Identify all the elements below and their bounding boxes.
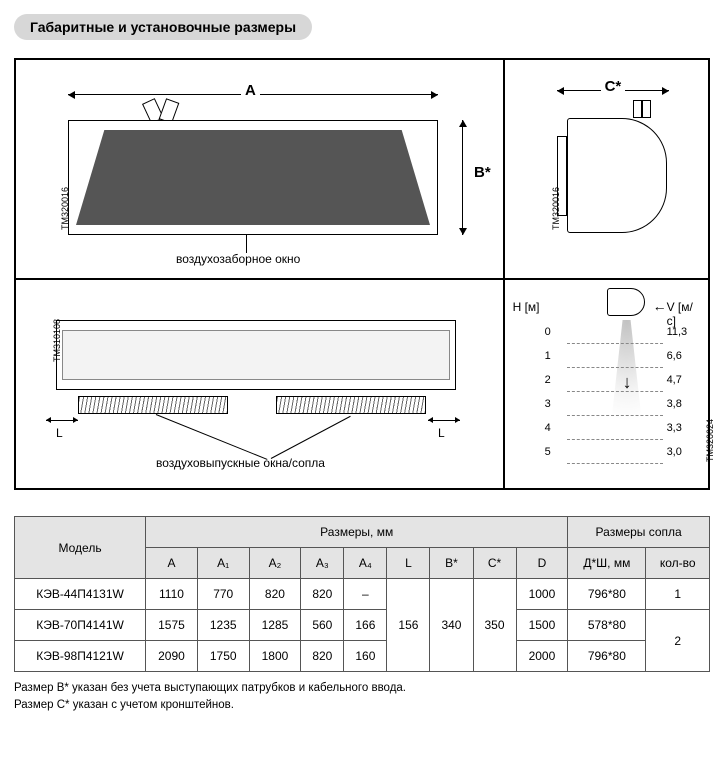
pipe-fittings-icon	[146, 100, 180, 120]
cell: 820	[301, 641, 344, 672]
cell: 2	[646, 610, 710, 672]
cell: 350	[473, 579, 516, 672]
cell: 770	[197, 579, 249, 610]
scale-tick: 3,8	[667, 392, 697, 416]
cell: 2000	[516, 641, 568, 672]
col-L: L	[387, 548, 430, 579]
scale-tick: 4,7	[667, 368, 697, 392]
dimension-A-label: A	[241, 82, 260, 99]
col-A3: A₃	[301, 548, 344, 579]
cell: –	[344, 579, 387, 610]
cell-model: КЭВ-44П4131W	[15, 579, 146, 610]
cell: 1110	[146, 579, 198, 610]
intake-grill	[76, 130, 430, 225]
cell: 1000	[516, 579, 568, 610]
dimension-C-label: C*	[601, 78, 626, 95]
cell: 160	[344, 641, 387, 672]
side-pipes-icon	[633, 100, 659, 118]
col-A1: A₁	[197, 548, 249, 579]
col-group-nozzle: Размеры сопла	[568, 517, 710, 548]
scale-tick: 4	[545, 416, 563, 440]
scale-tick: 5	[545, 440, 563, 464]
cell-model: КЭВ-98П4121W	[15, 641, 146, 672]
footnotes: Размер B* указан без учета выступающих п…	[14, 680, 710, 715]
scale-tick: 3,0	[667, 440, 697, 464]
cell: 1800	[249, 641, 301, 672]
col-model: Модель	[15, 517, 146, 579]
V-scale: 11,3 6,6 4,7 3,8 3,3 3,0	[667, 320, 697, 464]
dimensions-table: Модель Размеры, мм Размеры сопла A A₁ A₂…	[14, 516, 710, 672]
side-housing	[567, 118, 667, 233]
dimension-B-label: B*	[470, 164, 495, 181]
drawing-code: ТМ310108	[52, 319, 62, 362]
drawing-code: ТМ320024	[705, 419, 715, 462]
col-A2: A₂	[249, 548, 301, 579]
col-group-sizes: Размеры, мм	[146, 517, 568, 548]
scale-tick: 1	[545, 344, 563, 368]
section-title: Габаритные и установочные размеры	[14, 14, 312, 40]
dimension-L-right-label: L	[438, 426, 445, 440]
unit-outline-bottom	[56, 320, 456, 390]
nozzle-unit-icon	[607, 288, 645, 316]
outlet-vent	[78, 396, 228, 414]
col-A: A	[146, 548, 198, 579]
H-scale: 0 1 2 3 4 5	[545, 320, 563, 464]
leader-line	[156, 414, 268, 460]
outlet-vent	[276, 396, 426, 414]
dimension-L-left	[46, 420, 78, 421]
col-C: C*	[473, 548, 516, 579]
dimension-L-left-label: L	[56, 426, 63, 440]
diagram-velocity-chart: ← H [м] V [м/с] ↓ 0 1 2 3 4 5	[504, 279, 709, 489]
diagram-grid: A B* ТМ320016 воздухозаборное окно C* ТМ…	[14, 58, 710, 490]
cell: 796*80	[568, 641, 646, 672]
cell: 820	[249, 579, 301, 610]
cell: 796*80	[568, 579, 646, 610]
cell: 340	[430, 579, 473, 672]
leader-line	[246, 235, 247, 253]
diagram-side-view: C* ТМ320016	[504, 59, 709, 279]
dimension-L-right	[428, 420, 460, 421]
dash-grid	[567, 320, 663, 464]
cell: 1285	[249, 610, 301, 641]
cell: 2090	[146, 641, 198, 672]
scale-tick: 3	[545, 392, 563, 416]
dimension-B-line	[462, 120, 463, 235]
inflow-arrow-icon: ←	[653, 298, 667, 314]
scale-tick: 0	[545, 320, 563, 344]
scale-tick: 2	[545, 368, 563, 392]
cell: 1750	[197, 641, 249, 672]
outlet-caption: воздуховыпускные окна/сопла	[156, 456, 325, 470]
cell: 1235	[197, 610, 249, 641]
table-row: КЭВ-70П4141W 1575 1235 1285 560 166 1500…	[15, 610, 710, 641]
drawing-code: ТМ320016	[551, 187, 561, 230]
diagram-front-view: A B* ТМ320016 воздухозаборное окно	[15, 59, 504, 279]
col-DSh: Д*Ш, мм	[568, 548, 646, 579]
diagram-bottom-view: L L воздуховыпускные окна/сопла ТМ310108	[15, 279, 504, 489]
scale-tick: 3,3	[667, 416, 697, 440]
cell: 578*80	[568, 610, 646, 641]
H-axis-label: H [м]	[513, 300, 540, 314]
cell: 820	[301, 579, 344, 610]
scale-tick: 6,6	[667, 344, 697, 368]
col-D: D	[516, 548, 568, 579]
col-qty: кол-во	[646, 548, 710, 579]
footnote: Размер C* указан с учетом кронштейнов.	[14, 697, 710, 714]
cell: 1	[646, 579, 710, 610]
scale-tick: 11,3	[667, 320, 697, 344]
col-B: B*	[430, 548, 473, 579]
cell: 560	[301, 610, 344, 641]
intake-caption: воздухозаборное окно	[176, 252, 300, 266]
cell: 1500	[516, 610, 568, 641]
drawing-code: ТМ320016	[60, 187, 70, 230]
table-row: КЭВ-44П4131W 1110 770 820 820 – 156 340 …	[15, 579, 710, 610]
cell: 156	[387, 579, 430, 672]
cell-model: КЭВ-70П4141W	[15, 610, 146, 641]
col-A4: A₄	[344, 548, 387, 579]
cell: 166	[344, 610, 387, 641]
leader-line	[271, 416, 351, 459]
table-row: КЭВ-98П4121W 2090 1750 1800 820 160 2000…	[15, 641, 710, 672]
cell: 1575	[146, 610, 198, 641]
footnote: Размер B* указан без учета выступающих п…	[14, 680, 710, 697]
